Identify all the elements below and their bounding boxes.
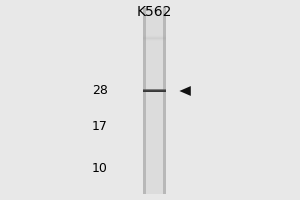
Bar — [143, 38, 166, 39]
Bar — [143, 37, 166, 38]
Bar — [143, 91, 166, 92]
Bar — [143, 40, 166, 41]
Bar — [143, 39, 166, 40]
Bar — [146, 8, 163, 194]
Text: 17: 17 — [92, 120, 108, 134]
Bar — [143, 8, 146, 194]
Bar — [143, 36, 166, 37]
Text: 10: 10 — [92, 162, 108, 176]
Bar — [143, 90, 166, 91]
Bar — [143, 35, 166, 36]
Text: 28: 28 — [92, 84, 108, 98]
Text: K562: K562 — [137, 5, 172, 19]
Bar — [163, 8, 166, 194]
Polygon shape — [179, 86, 191, 96]
Bar — [143, 89, 166, 90]
